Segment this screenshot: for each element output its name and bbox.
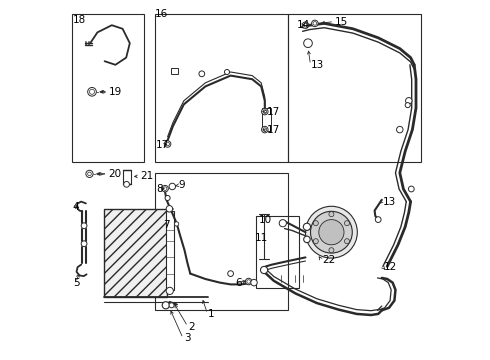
Text: 11: 11 xyxy=(255,233,268,243)
Circle shape xyxy=(166,206,172,212)
Circle shape xyxy=(228,271,233,276)
Bar xyxy=(155,14,288,162)
Circle shape xyxy=(162,185,169,192)
Circle shape xyxy=(302,22,309,28)
Circle shape xyxy=(304,236,310,243)
Circle shape xyxy=(311,211,352,253)
Circle shape xyxy=(86,170,93,177)
Bar xyxy=(262,108,271,131)
Text: 9: 9 xyxy=(179,180,185,190)
Text: 22: 22 xyxy=(322,255,335,265)
Circle shape xyxy=(396,126,403,133)
Circle shape xyxy=(313,22,317,25)
Circle shape xyxy=(163,187,167,190)
Bar xyxy=(171,68,178,74)
Circle shape xyxy=(313,221,318,226)
Circle shape xyxy=(304,23,307,27)
Circle shape xyxy=(344,239,349,244)
Circle shape xyxy=(165,195,170,201)
Circle shape xyxy=(405,103,410,108)
Circle shape xyxy=(164,141,171,147)
Text: 16: 16 xyxy=(155,9,168,19)
Text: 17: 17 xyxy=(267,125,280,135)
Circle shape xyxy=(263,128,267,131)
Text: 13: 13 xyxy=(383,197,396,207)
Circle shape xyxy=(409,186,414,192)
Circle shape xyxy=(123,181,129,187)
Circle shape xyxy=(344,221,349,226)
Circle shape xyxy=(262,108,268,115)
Bar xyxy=(256,216,299,288)
Circle shape xyxy=(312,20,318,27)
Circle shape xyxy=(169,303,174,308)
Bar xyxy=(166,211,174,290)
Circle shape xyxy=(263,110,267,113)
Circle shape xyxy=(261,266,268,274)
Circle shape xyxy=(224,69,229,75)
Text: 3: 3 xyxy=(184,333,191,343)
Text: 17: 17 xyxy=(156,140,169,150)
Text: 18: 18 xyxy=(73,15,86,25)
Bar xyxy=(122,170,130,184)
Text: 13: 13 xyxy=(311,60,324,70)
Circle shape xyxy=(375,217,381,222)
Text: 4: 4 xyxy=(73,202,79,212)
Text: 8: 8 xyxy=(156,184,163,194)
Circle shape xyxy=(304,39,312,48)
Bar xyxy=(104,209,167,297)
Circle shape xyxy=(199,71,205,77)
Circle shape xyxy=(169,183,175,190)
Text: 19: 19 xyxy=(109,87,122,97)
Text: 17: 17 xyxy=(267,107,280,117)
Circle shape xyxy=(166,287,173,294)
Bar xyxy=(155,173,288,310)
Circle shape xyxy=(406,98,412,104)
Circle shape xyxy=(251,279,257,286)
Circle shape xyxy=(329,212,334,217)
Circle shape xyxy=(262,126,268,133)
Circle shape xyxy=(303,223,311,230)
Text: 2: 2 xyxy=(189,321,195,332)
Bar xyxy=(288,14,421,162)
Text: 15: 15 xyxy=(335,17,348,27)
Circle shape xyxy=(245,278,252,285)
Circle shape xyxy=(81,223,87,229)
Text: 21: 21 xyxy=(140,171,153,181)
Circle shape xyxy=(319,220,344,245)
Circle shape xyxy=(88,172,91,176)
Circle shape xyxy=(81,241,87,247)
Text: 14: 14 xyxy=(297,20,310,30)
Circle shape xyxy=(279,220,286,227)
Circle shape xyxy=(166,142,170,146)
Circle shape xyxy=(313,239,318,244)
Text: 1: 1 xyxy=(208,309,215,319)
Text: 6: 6 xyxy=(235,278,242,288)
Circle shape xyxy=(90,89,95,94)
Text: 7: 7 xyxy=(163,220,170,230)
Text: 20: 20 xyxy=(108,169,122,179)
Bar xyxy=(72,14,144,162)
Circle shape xyxy=(247,280,250,283)
Circle shape xyxy=(174,222,179,226)
Circle shape xyxy=(162,302,170,309)
Text: 12: 12 xyxy=(384,262,397,272)
Text: 5: 5 xyxy=(73,278,79,288)
Circle shape xyxy=(88,87,97,96)
Text: 10: 10 xyxy=(259,215,272,225)
Circle shape xyxy=(305,206,357,258)
Circle shape xyxy=(329,248,334,253)
